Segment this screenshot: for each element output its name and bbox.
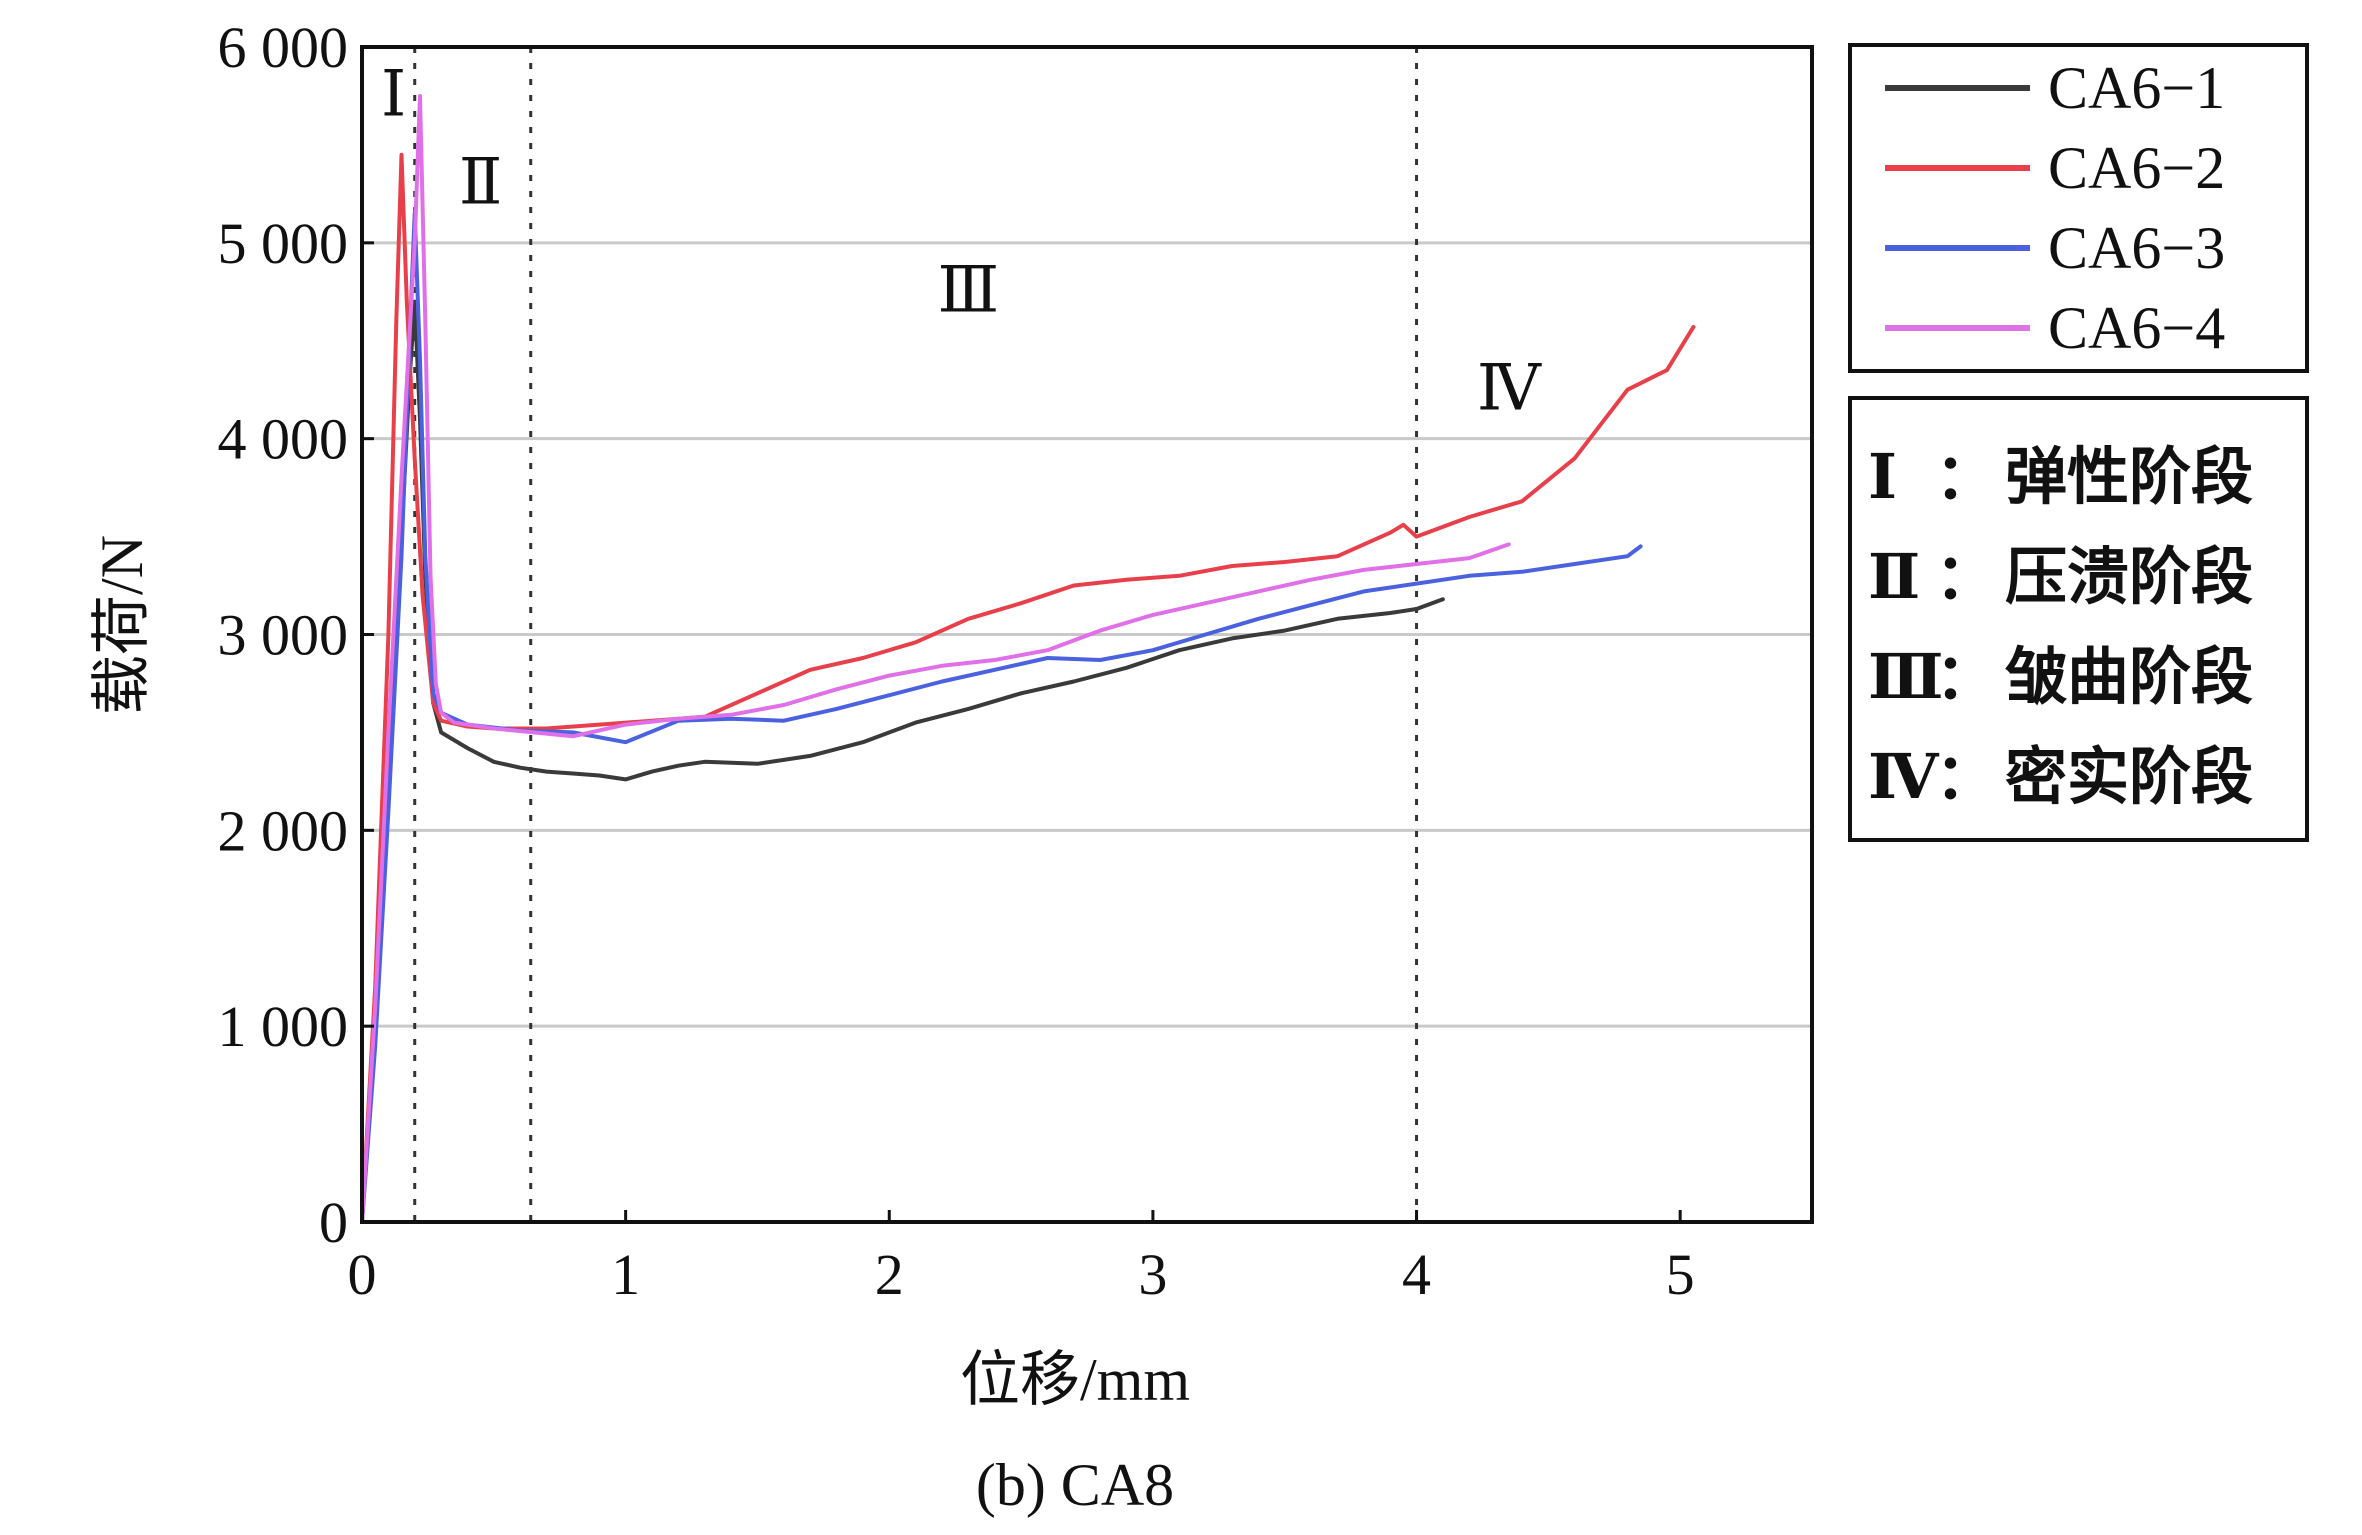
phase-separator: ： — [1935, 444, 1997, 512]
series-legend-box — [1848, 43, 2309, 373]
phase-numeral: Ⅰ — [1868, 444, 1897, 512]
x-axis-title: 位移/mm — [960, 1347, 1190, 1413]
series-line-1 — [360, 299, 1445, 1224]
series-line-3 — [360, 211, 1643, 1224]
series-line-4 — [360, 94, 1511, 1224]
y-axis-title: 载荷/N — [89, 535, 155, 715]
series-legend: CA6−1 CA6−2 CA6−3 CA6−4 — [1848, 43, 2309, 373]
phase-separator: ： — [1935, 744, 1997, 812]
y-tick-label: 1 000 — [218, 994, 349, 1059]
phase-legend-box — [1848, 396, 2309, 842]
x-tick-label: 4 — [1402, 1242, 1431, 1307]
y-tick-label: 2 000 — [218, 798, 349, 863]
x-tick-label: 3 — [1138, 1242, 1167, 1307]
region-label: Ⅰ — [381, 59, 406, 130]
x-tick-label: 0 — [348, 1242, 377, 1307]
phase-label: 压溃阶段 — [2005, 543, 2253, 612]
region-label: Ⅳ — [1477, 352, 1542, 423]
series-line-2 — [360, 152, 1696, 1224]
x-tick-label: 5 — [1666, 1242, 1695, 1307]
legend-label-1: CA6−1 — [2048, 55, 2225, 121]
phase-numeral: Ⅲ — [1868, 644, 1944, 712]
y-tick-label: 4 000 — [218, 407, 349, 472]
region-labels: ⅠⅡ Ⅲ Ⅳ — [381, 59, 1542, 424]
legend-label-4: CA6−4 — [2048, 295, 2225, 361]
axis-ticks: 0 1 2 3 4 5 0 1 000 2 000 3 000 4 000 5 000 6 000 — [218, 15, 1695, 1307]
x-tick-label: 1 — [611, 1242, 640, 1307]
region-label: Ⅲ — [938, 254, 1000, 325]
phase-separator: ： — [1935, 644, 1997, 712]
x-tick-label: 2 — [875, 1242, 904, 1307]
phase-label: 皱曲阶段 — [2005, 643, 2253, 712]
phase-separator: ： — [1935, 544, 1997, 612]
legend-label-3: CA6−3 — [2048, 215, 2225, 281]
chart-caption: (b) CA8 — [976, 1452, 1174, 1518]
y-tick-label: 0 — [319, 1190, 348, 1255]
phase-numeral: Ⅳ — [1868, 744, 1940, 812]
y-tick-label: 3 000 — [218, 603, 349, 668]
legend-label-2: CA6−2 — [2048, 135, 2225, 201]
y-tick-label: 6 000 — [218, 15, 349, 80]
series-lines — [360, 94, 1696, 1224]
phase-label: 弹性阶段 — [2005, 443, 2253, 512]
region-label: Ⅱ — [459, 147, 503, 218]
phase-numeral: Ⅱ — [1868, 544, 1920, 612]
phase-label: 密实阶段 — [2005, 743, 2253, 812]
grid-lines — [362, 45, 1812, 1028]
y-tick-label: 5 000 — [218, 211, 349, 276]
